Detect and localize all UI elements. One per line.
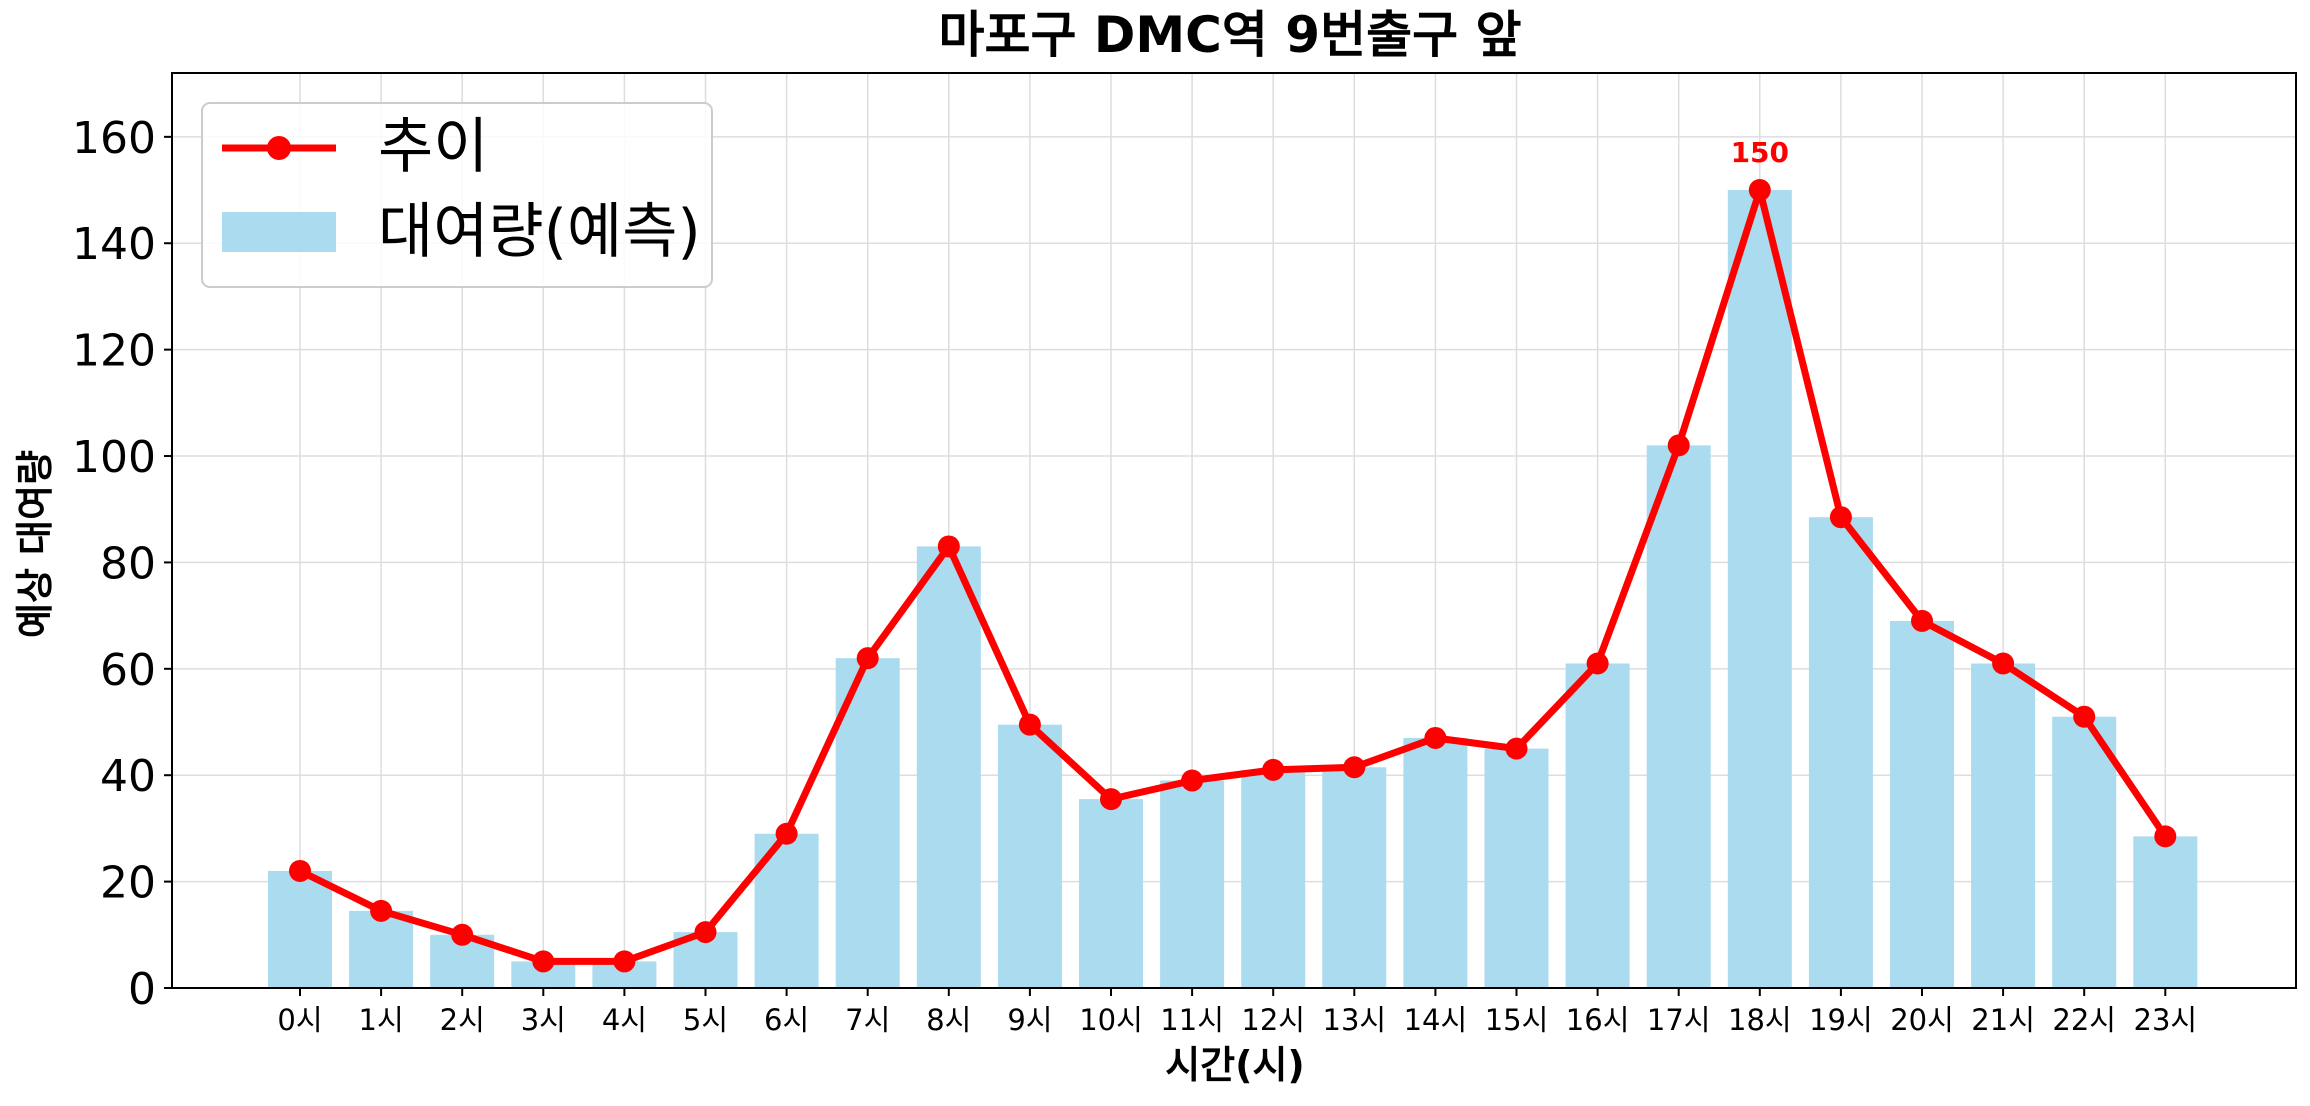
bar (916, 546, 981, 988)
trend-point (1748, 179, 1771, 202)
trend-point (532, 950, 555, 973)
legend-label-bar: 대여량(예측) (378, 197, 701, 267)
trend-point (2154, 825, 2177, 848)
line-series (289, 179, 2177, 973)
x-tick-label: 19시 (1809, 1003, 1873, 1037)
bar (1160, 780, 1225, 988)
legend-marker-swatch (267, 136, 291, 160)
x-tick-label: 0시 (277, 1003, 322, 1037)
bar (835, 658, 900, 988)
bar (1403, 737, 1468, 988)
y-tick-label: 20 (100, 858, 156, 909)
x-axis-label: 시간(시) (1165, 1043, 1305, 1087)
trend-point (694, 921, 717, 944)
trend-point (451, 923, 474, 946)
bar (1079, 799, 1143, 988)
x-tick-label: 3시 (521, 1003, 566, 1037)
x-tick-label: 6시 (764, 1003, 809, 1037)
x-tick-label: 23시 (2134, 1003, 2198, 1037)
y-tick-label: 160 (72, 113, 156, 164)
x-tick-label: 11시 (1160, 1003, 1224, 1037)
annotations: 150 (1731, 136, 1789, 169)
bar (997, 724, 1062, 988)
trend-point (370, 899, 393, 922)
bar (2052, 716, 2117, 988)
bar (1646, 445, 1711, 988)
bar (1971, 663, 2036, 988)
trend-line (298, 186, 2169, 965)
bar (1322, 767, 1387, 988)
bar (1727, 190, 1792, 988)
trend-point (856, 647, 879, 670)
trend-point (1586, 652, 1609, 675)
x-tick-label: 21시 (1971, 1003, 2035, 1037)
chart-title: 마포구 DMC역 9번출구 앞 (939, 6, 1522, 64)
y-tick-label: 80 (100, 538, 156, 589)
x-tick-label: 9시 (1007, 1003, 1052, 1037)
x-tick-label: 1시 (359, 1003, 404, 1037)
y-axis-label: 예상 대여량 (13, 450, 57, 638)
trend-point (289, 859, 311, 882)
x-tick-label: 22시 (2052, 1003, 2116, 1037)
bar (1565, 663, 1630, 988)
x-tick-label: 8시 (926, 1003, 971, 1037)
x-tick-label: 14시 (1404, 1003, 1468, 1037)
y-tick-label: 120 (72, 326, 156, 377)
x-tick-label: 7시 (845, 1003, 890, 1037)
trend-point (1992, 652, 2015, 675)
x-tick-label: 13시 (1323, 1003, 1387, 1037)
bar (1484, 748, 1549, 988)
y-tick-label: 140 (72, 219, 156, 270)
trend-point (1018, 713, 1041, 736)
plot-frame (171, 72, 2297, 989)
trend-point (1829, 506, 1852, 529)
trend-point (1343, 756, 1366, 779)
trend-point (613, 950, 636, 973)
trend-point (1181, 769, 1204, 792)
bar (2133, 836, 2198, 988)
trend-point (1100, 788, 1122, 811)
bar (1808, 517, 1873, 988)
x-tick-label: 17시 (1647, 1003, 1711, 1037)
legend-label-line: 추이 (378, 112, 488, 182)
y-tick-label: 100 (72, 432, 156, 483)
bar (349, 910, 414, 988)
y-tick-label: 60 (100, 645, 156, 696)
y-tick-labels: 0 20 40 60 80 100 120 140 160 (72, 113, 156, 1015)
x-tick-label: 16시 (1566, 1003, 1630, 1037)
legend-bar-swatch (222, 212, 336, 252)
x-tick-label: 5시 (683, 1003, 728, 1037)
trend-point (1667, 434, 1690, 457)
trend-point (1262, 758, 1285, 781)
trend-point (1505, 737, 1528, 760)
trend-point (2073, 705, 2096, 728)
x-tick-label: 10시 (1079, 1003, 1143, 1037)
x-tick-label: 4시 (602, 1003, 647, 1037)
x-tick-labels: 0시 1시 2시 3시 4시 5시 6시 7시 8시 9시 10시 11시 12시 13시 14시 15시 16… (277, 1003, 2197, 1037)
trend-point (1911, 609, 1933, 632)
x-tick-label: 18시 (1728, 1003, 1792, 1037)
y-tick-label: 0 (128, 964, 156, 1015)
peak-value-label: 150 (1731, 136, 1789, 169)
bar (268, 870, 332, 988)
trend-point (775, 822, 798, 845)
bar-series (268, 190, 2198, 988)
trend-point (937, 535, 960, 558)
x-tick-label: 2시 (440, 1003, 485, 1037)
x-tick-label: 20시 (1890, 1003, 1954, 1037)
x-tick-label: 15시 (1485, 1003, 1549, 1037)
bar (1890, 620, 1954, 988)
trend-point (1424, 726, 1447, 749)
x-tick-label: 12시 (1241, 1003, 1305, 1037)
y-tick-label: 40 (100, 751, 156, 802)
bar (1241, 769, 1306, 988)
axes (164, 72, 2297, 996)
